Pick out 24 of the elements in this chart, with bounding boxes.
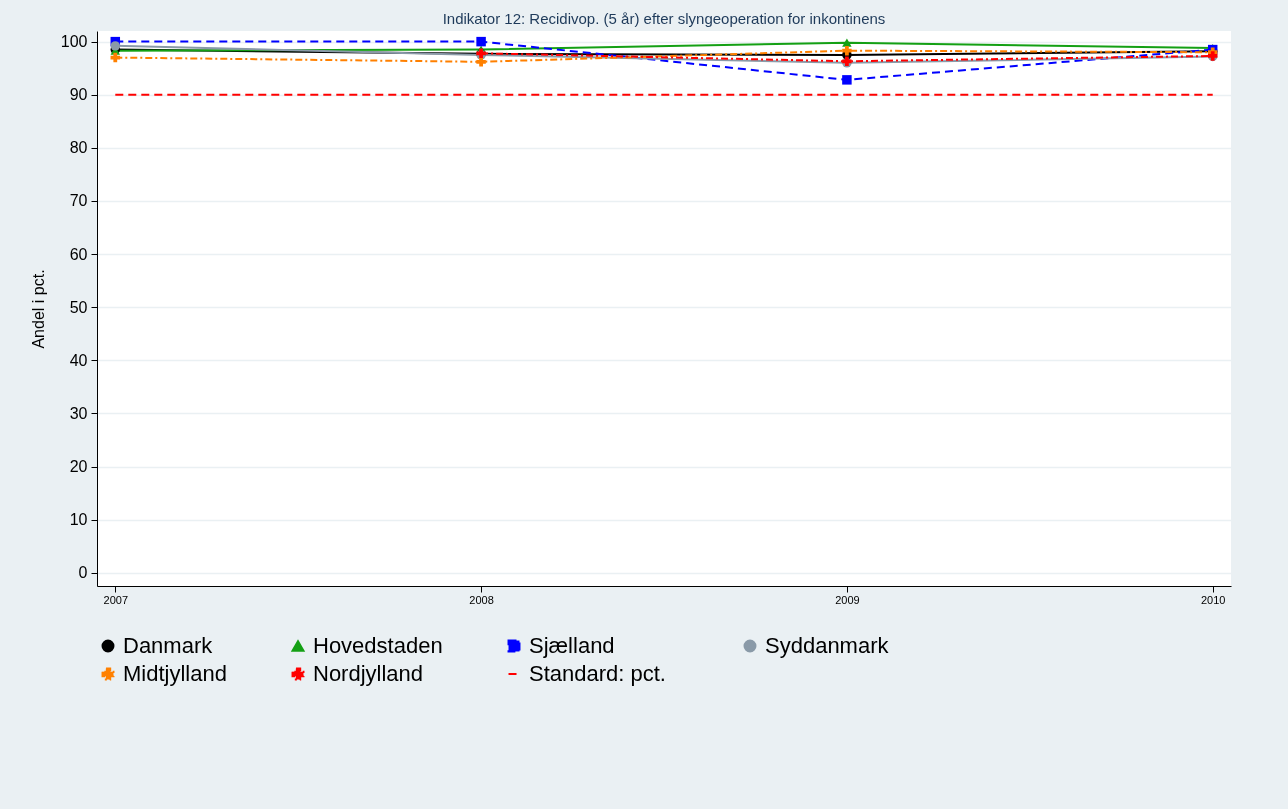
y-tick-label: 90: [69, 86, 88, 104]
y-tick-label: 60: [69, 245, 88, 263]
x-tick-label: 2010: [1200, 593, 1226, 606]
legend-label: Midtjylland: [123, 661, 227, 686]
legend-label: Nordjylland: [313, 661, 424, 686]
legend-label: Syddanmark: [765, 633, 890, 658]
y-axis-title: Andel i pct.: [29, 269, 47, 349]
legend-label: Hovedstaden: [313, 633, 443, 658]
legend-label: Standard: pct.: [529, 661, 666, 686]
y-tick-label: 40: [69, 351, 88, 369]
x-tick-label: 2009: [835, 593, 860, 606]
x-tick-label: 2008: [469, 593, 494, 606]
legend-label: Danmark: [123, 633, 214, 658]
y-tick-label: 20: [69, 458, 88, 475]
y-tick-label: 0: [78, 564, 88, 582]
y-tick-label: 30: [69, 404, 88, 422]
y-tick-label: 10: [69, 511, 88, 529]
y-tick-label: 100: [60, 33, 88, 51]
y-tick-label: 70: [69, 192, 88, 210]
x-tick-label: 2007: [103, 593, 129, 606]
legend-label: Sjælland: [529, 633, 615, 658]
y-tick-label: 80: [69, 139, 88, 157]
y-tick-label: 50: [69, 298, 88, 316]
chart-title: Indikator 12: Recidivop. (5 år) efter slyngeoperation for inkontinens: [442, 10, 886, 27]
